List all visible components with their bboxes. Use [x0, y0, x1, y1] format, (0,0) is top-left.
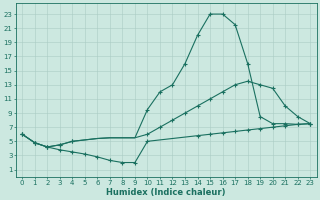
X-axis label: Humidex (Indice chaleur): Humidex (Indice chaleur)	[107, 188, 226, 197]
